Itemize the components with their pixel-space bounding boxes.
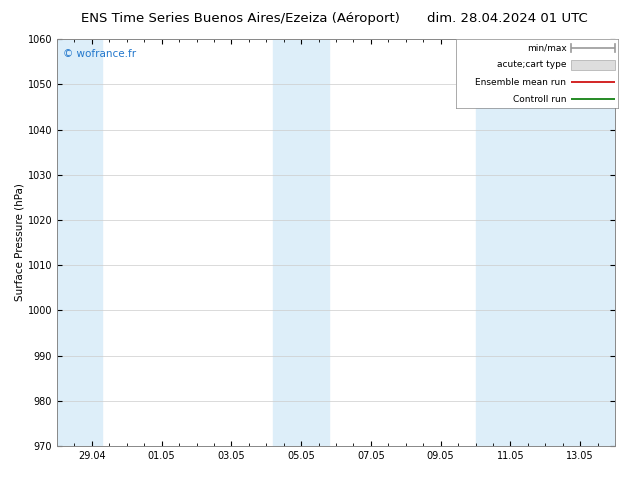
Text: Controll run: Controll run (513, 95, 566, 104)
Text: © wofrance.fr: © wofrance.fr (63, 49, 136, 59)
Text: acute;cart type: acute;cart type (497, 60, 566, 70)
Y-axis label: Surface Pressure (hPa): Surface Pressure (hPa) (15, 184, 25, 301)
Text: dim. 28.04.2024 01 UTC: dim. 28.04.2024 01 UTC (427, 12, 588, 25)
Text: ENS Time Series Buenos Aires/Ezeiza (Aéroport): ENS Time Series Buenos Aires/Ezeiza (Aér… (82, 12, 400, 25)
Bar (476, 39, 615, 446)
Bar (273, 39, 329, 446)
Bar (57, 39, 103, 446)
Text: Ensemble mean run: Ensemble mean run (476, 77, 566, 87)
Text: min/max: min/max (527, 43, 566, 52)
Bar (571, 60, 615, 70)
